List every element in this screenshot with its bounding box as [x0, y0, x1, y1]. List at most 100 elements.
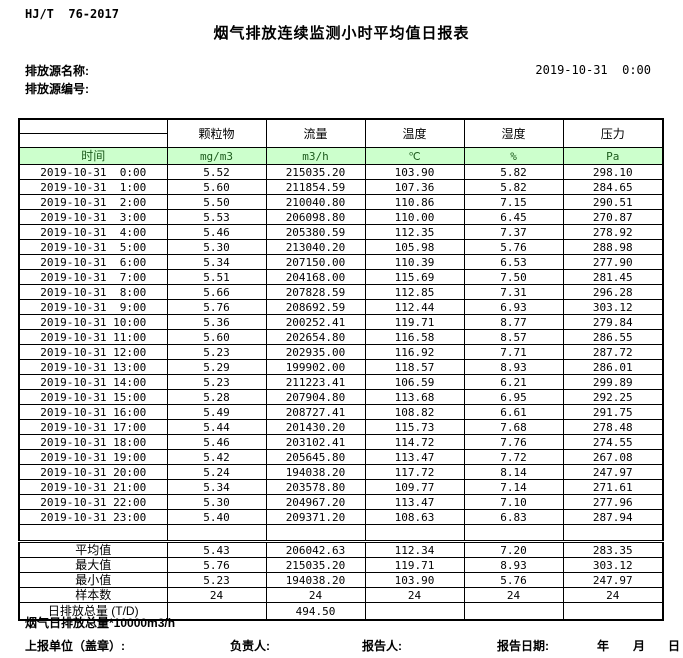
value-cell: 5.76	[463, 572, 564, 588]
row-label-cell: 2019-10-31 4:00	[18, 224, 168, 240]
hourly-data-row: 2019-10-31 13:00 5.29 199902.00 118.57 8.93 2…	[18, 359, 664, 375]
value-cell: 5.34	[166, 479, 267, 495]
value-cell: 7.68	[463, 419, 564, 435]
value-cell	[364, 524, 465, 542]
value-cell: 287.72	[562, 344, 664, 360]
value-cell: 208727.41	[265, 404, 366, 420]
hourly-data-row: 2019-10-31 0:00 5.52 215035.20 103.90 5.82 29…	[18, 164, 664, 180]
value-cell	[265, 524, 366, 542]
value-cell: 6.93	[463, 299, 564, 315]
value-cell: 7.20	[463, 540, 564, 558]
total-emission-note: 烟气日排放总量*10000m3/h	[25, 616, 176, 630]
value-cell: 24	[463, 587, 564, 603]
value-cell: 284.65	[562, 179, 664, 195]
corner-cell-top	[18, 118, 168, 134]
hourly-data-row: 2019-10-31 17:00 5.44 201430.20 115.73 7.68 2…	[18, 419, 664, 435]
value-cell: 5.82	[463, 164, 564, 180]
value-cell: 118.57	[364, 359, 465, 375]
value-cell: 202935.00	[265, 344, 366, 360]
page-title: 烟气排放连续监测小时平均值日报表	[213, 25, 470, 42]
row-label-cell: 平均值	[18, 540, 168, 558]
value-cell: 203102.41	[265, 434, 366, 450]
value-cell: 247.97	[562, 572, 664, 588]
value-cell	[463, 602, 564, 621]
unit-m3-h: m3/h	[265, 147, 366, 165]
row-label-cell: 2019-10-31 6:00	[18, 254, 168, 270]
value-cell: 207904.80	[265, 389, 366, 405]
value-cell: 5.51	[166, 269, 267, 285]
value-cell: 115.69	[364, 269, 465, 285]
value-cell: 5.42	[166, 449, 267, 465]
row-label-cell: 2019-10-31 19:00	[18, 449, 168, 465]
hourly-data-row: 2019-10-31 7:00 5.51 204168.00 115.69 7.50 28…	[18, 269, 664, 285]
value-cell: 115.73	[364, 419, 465, 435]
value-cell: 199902.00	[265, 359, 366, 375]
report-unit-label: 上报单位（盖章）:	[25, 639, 125, 653]
hourly-data-row: 2019-10-31 15:00 5.28 207904.80 113.68 6.95 2…	[18, 389, 664, 405]
row-label-cell: 最大值	[18, 557, 168, 573]
value-cell	[166, 524, 267, 542]
standard-number: HJ/T 76-2017	[25, 7, 119, 21]
value-cell: 208692.59	[265, 299, 366, 315]
value-cell: 299.89	[562, 374, 664, 390]
value-cell	[562, 524, 664, 542]
hourly-data-row: 2019-10-31 2:00 5.50 210040.80 110.86 7.15 29…	[18, 194, 664, 210]
value-cell: 5.60	[166, 329, 267, 345]
row-label-cell: 2019-10-31 1:00	[18, 179, 168, 195]
value-cell: 206042.63	[265, 540, 366, 558]
value-cell: 7.71	[463, 344, 564, 360]
value-cell: 287.94	[562, 509, 664, 525]
value-cell: 112.44	[364, 299, 465, 315]
unit-pa: Pa	[562, 147, 664, 165]
value-cell: 290.51	[562, 194, 664, 210]
value-cell: 5.82	[463, 179, 564, 195]
value-cell: 194038.20	[265, 572, 366, 588]
hourly-data-row: 2019-10-31 11:00 5.60 202654.80 116.58 8.57 2…	[18, 329, 664, 345]
col-header-humidity: 湿度	[463, 118, 564, 148]
value-cell	[364, 602, 465, 621]
row-label-cell: 2019-10-31 13:00	[18, 359, 168, 375]
value-cell: 6.45	[463, 209, 564, 225]
value-cell: 113.47	[364, 494, 465, 510]
value-cell: 108.63	[364, 509, 465, 525]
responsible-person-label: 负责人:	[230, 639, 270, 653]
row-label-cell: 样本数	[18, 587, 168, 603]
hourly-data-row: 2019-10-31 16:00 5.49 208727.41 108.82 6.61 2…	[18, 404, 664, 420]
hourly-data-row: 2019-10-31 4:00 5.46 205380.59 112.35 7.37 27…	[18, 224, 664, 240]
value-cell: 298.10	[562, 164, 664, 180]
value-cell: 194038.20	[265, 464, 366, 480]
value-cell: 277.90	[562, 254, 664, 270]
value-cell: 5.28	[166, 389, 267, 405]
value-cell: 8.14	[463, 464, 564, 480]
reporter-label: 报告人:	[362, 639, 402, 653]
spacer-row	[18, 524, 664, 542]
summary-row: 平均值 5.43 206042.63 112.34 7.20 283.35	[18, 540, 664, 558]
value-cell: 5.76	[463, 239, 564, 255]
value-cell: 112.35	[364, 224, 465, 240]
value-cell: 278.48	[562, 419, 664, 435]
value-cell: 7.72	[463, 449, 564, 465]
value-cell: 106.59	[364, 374, 465, 390]
summary-row: 最大值 5.76 215035.20 119.71 8.93 303.12	[18, 557, 664, 573]
value-cell: 119.71	[364, 557, 465, 573]
value-cell: 279.84	[562, 314, 664, 330]
value-cell: 5.30	[166, 239, 267, 255]
value-cell: 8.93	[463, 557, 564, 573]
row-label-cell: 2019-10-31 16:00	[18, 404, 168, 420]
value-cell: 494.50	[265, 602, 366, 621]
hourly-data-row: 2019-10-31 3:00 5.53 206098.80 110.00 6.45 27…	[18, 209, 664, 225]
value-cell: 270.87	[562, 209, 664, 225]
value-cell: 286.01	[562, 359, 664, 375]
value-cell: 205645.80	[265, 449, 366, 465]
value-cell: 283.35	[562, 540, 664, 558]
value-cell: 5.46	[166, 434, 267, 450]
value-cell: 247.97	[562, 464, 664, 480]
summary-row: 最小值 5.23 194038.20 103.90 5.76 247.97	[18, 572, 664, 588]
value-cell: 296.28	[562, 284, 664, 300]
row-label-cell: 最小值	[18, 572, 168, 588]
value-cell: 207150.00	[265, 254, 366, 270]
report-table: 颗粒物 流量 温度 湿度 压力 时间 mg/m3 m3/h ℃ % Pa 201…	[18, 118, 664, 621]
row-label-cell: 2019-10-31 0:00	[18, 164, 168, 180]
col-header-temperature: 温度	[364, 118, 465, 148]
report-datetime: 2019-10-31 0:00	[535, 63, 651, 77]
